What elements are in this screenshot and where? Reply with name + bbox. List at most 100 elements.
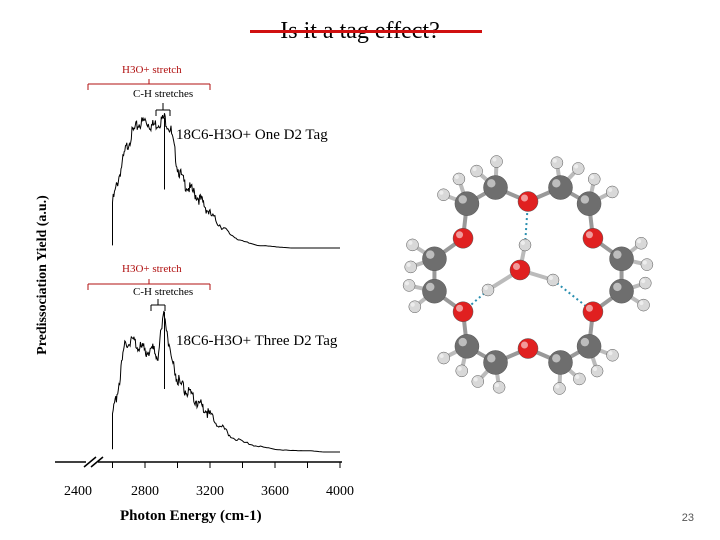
x-tick-label: 3600 (261, 484, 289, 499)
atom-highlight (426, 250, 435, 259)
oxygen-atom (509, 259, 531, 281)
atom-highlight (552, 158, 557, 163)
atom-highlight (472, 166, 477, 172)
carbon-atom (609, 278, 634, 304)
hydrogen-atom (404, 260, 417, 274)
carbon-atom (576, 191, 602, 216)
hydrogen-atom (406, 238, 419, 252)
x-tick-label: 4000 (326, 484, 354, 499)
atom-highlight (580, 337, 590, 347)
atom-highlight (592, 366, 598, 372)
atom-highlight (520, 240, 526, 245)
hydrogen-atom (546, 273, 560, 287)
atom-highlight (492, 157, 497, 162)
carbon-atom (609, 246, 634, 272)
hydrogen-atom (437, 188, 450, 202)
top-ch-label: C-H stretches (133, 88, 194, 100)
hydrogen-atom (481, 283, 495, 297)
carbon-atom (483, 350, 508, 375)
trace-one-d2 (112, 113, 340, 249)
bottom-ch-bracket (150, 299, 166, 311)
atom-highlight (521, 341, 528, 349)
hydrogen-atom (606, 348, 619, 362)
atom-highlight (555, 384, 560, 389)
atom-highlight (521, 194, 528, 202)
hydrogen-atom (634, 237, 648, 250)
x-tick-label: 2400 (64, 484, 92, 499)
hydrogen-atom (490, 155, 503, 168)
atom-highlight (487, 354, 496, 363)
hydrogen-atom (590, 364, 604, 378)
oxygen-atom (582, 301, 604, 322)
atom-highlight (513, 263, 520, 270)
atom-highlight (457, 366, 462, 371)
atom-highlight (404, 281, 410, 286)
hydrogen-atom (470, 164, 483, 178)
atom-highlight (575, 374, 580, 379)
bottom-trace-label: 18C6-H3O+ Three D2 Tag (176, 333, 338, 349)
atom-highlight (590, 174, 595, 180)
x-tick-label: 3200 (196, 484, 224, 499)
carbon-atom (454, 334, 480, 359)
hydrogen-atom (402, 279, 416, 292)
top-trace-label: 18C6-H3O+ One D2 Tag (176, 127, 328, 143)
x-axis-label: Photon Energy (cm-1) (120, 508, 262, 524)
atom-highlight (454, 174, 459, 179)
atom-highlight (574, 164, 579, 169)
carbon-atom (548, 175, 573, 200)
title-strikethrough (250, 30, 482, 33)
y-axis-label: Predissociation Yield (a.u.) (35, 195, 50, 355)
atom-highlight (585, 231, 593, 239)
oxygen-atom (517, 338, 539, 359)
atom-highlight (608, 187, 613, 192)
trace-three-d2 (112, 310, 340, 453)
atom-highlight (548, 275, 554, 280)
atom-highlight (406, 262, 411, 267)
molecule-18c6-h3o (402, 155, 654, 395)
axis-break-mark (90, 456, 104, 468)
atom-highlight (580, 195, 590, 204)
atom-highlight (487, 179, 496, 188)
hydrogen-atom (452, 172, 466, 186)
top-h3o-bracket (87, 79, 211, 90)
atom-highlight (473, 377, 478, 382)
atom-highlight (552, 354, 561, 363)
carbon-atom (576, 334, 602, 359)
carbon-atom (422, 246, 447, 272)
carbon-atom (422, 278, 447, 304)
atom-highlight (639, 300, 644, 306)
atom-highlight (642, 260, 647, 265)
atom-highlight (494, 383, 500, 388)
hydrogen-atom (492, 381, 506, 394)
atom-highlight (483, 285, 488, 290)
hydrogen-atom (639, 276, 652, 290)
x-axis (55, 456, 342, 468)
axis-break-mark (83, 456, 97, 468)
atom-highlight (458, 337, 467, 347)
page-number: 23 (681, 512, 694, 524)
top-ch-bracket (155, 103, 171, 116)
carbon-atom (454, 191, 480, 216)
oxygen-atom (517, 191, 539, 212)
oxygen-atom (452, 228, 474, 249)
hydrogen-atom (437, 351, 450, 365)
atom-highlight (552, 179, 561, 188)
hydrogen-atom (408, 300, 422, 313)
bottom-h3o-bracket (87, 279, 211, 290)
atom-highlight (456, 304, 464, 312)
carbon-atom (483, 175, 508, 200)
hydrogen-atom (471, 375, 485, 388)
atom-highlight (636, 239, 642, 244)
hydrogen-atom (550, 156, 564, 169)
atom-highlight (456, 231, 464, 239)
atom-highlight (408, 240, 413, 245)
hydrogen-atom (637, 298, 650, 312)
atom-highlight (585, 304, 593, 312)
hydrogen-bond (552, 279, 594, 313)
hydrogen-atom (455, 364, 468, 378)
hydrogen-atom (640, 258, 654, 271)
hydrogen-atom (588, 172, 601, 186)
carbon-atom (548, 350, 573, 375)
atom-highlight (613, 250, 622, 259)
atom-highlight (458, 195, 467, 204)
